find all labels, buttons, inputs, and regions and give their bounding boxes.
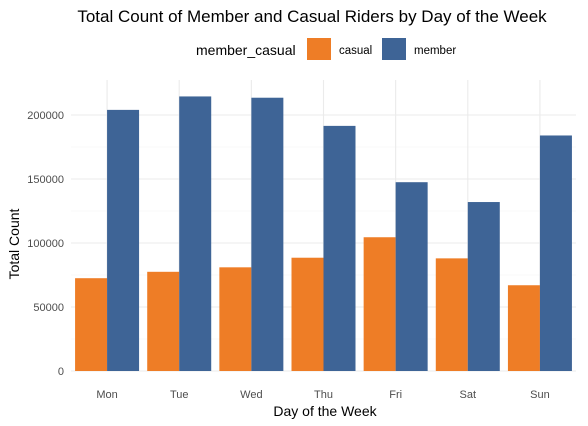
y-axis-title: Total Count xyxy=(6,208,22,279)
x-tick-label: Fri xyxy=(389,389,402,401)
x-tick-label: Mon xyxy=(96,389,117,401)
bar-casual-sat xyxy=(435,258,468,371)
legend-key-member xyxy=(382,38,406,60)
bar-member-mon xyxy=(107,109,140,371)
bar-casual-fri xyxy=(363,237,396,371)
y-tick-label: 100000 xyxy=(27,238,64,250)
bars xyxy=(75,96,572,371)
bar-casual-thu xyxy=(291,257,324,371)
legend-title: member_casual xyxy=(196,42,296,58)
bar-member-thu xyxy=(323,125,356,371)
legend: member_casual casual member xyxy=(196,38,456,60)
bar-casual-sun xyxy=(507,285,540,371)
legend-label-member: member xyxy=(414,45,456,57)
y-tick-label: 0 xyxy=(58,366,64,378)
x-tick-label: Wed xyxy=(240,389,262,401)
bar-member-fri xyxy=(395,182,428,371)
bar-casual-tue xyxy=(147,271,180,371)
legend-key-casual xyxy=(307,38,331,60)
y-tick-label: 150000 xyxy=(27,174,64,186)
x-axis-title: Day of the Week xyxy=(273,403,377,419)
y-tick-label: 50000 xyxy=(33,302,64,314)
x-tick-label: Thu xyxy=(314,389,333,401)
x-tick-label: Sun xyxy=(530,389,550,401)
y-axis: 0 50000 100000 150000 200000 xyxy=(27,110,64,378)
bar-member-wed xyxy=(251,97,284,371)
bar-member-tue xyxy=(179,96,212,371)
bar-member-sat xyxy=(467,202,500,371)
bar-casual-mon xyxy=(75,278,108,371)
y-tick-label: 200000 xyxy=(27,110,64,122)
bar-casual-wed xyxy=(219,267,252,371)
x-axis: Mon Tue Wed Thu Fri Sat Sun xyxy=(96,389,549,401)
bar-member-sun xyxy=(539,135,572,371)
x-tick-label: Tue xyxy=(170,389,189,401)
legend-label-casual: casual xyxy=(339,45,372,57)
chart-title: Total Count of Member and Casual Riders … xyxy=(77,7,547,26)
x-tick-label: Sat xyxy=(460,389,477,401)
